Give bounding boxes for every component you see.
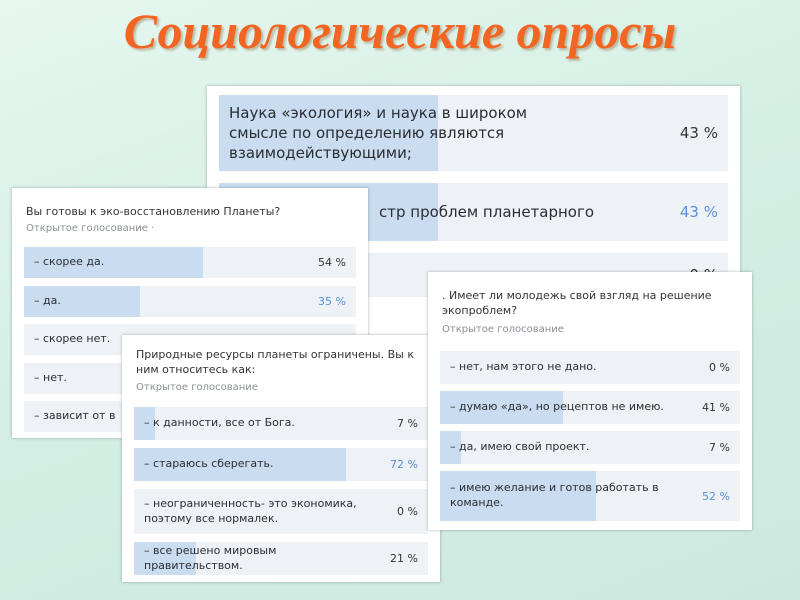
option-text: – да. (34, 293, 61, 307)
option-percent: 43 % (679, 203, 718, 221)
option-text: – неограниченность- это экономика, поэто… (144, 496, 357, 525)
slide-title: Социологические опросы (123, 3, 677, 59)
poll-option: – скорее да. 54 % (24, 247, 356, 278)
option-text: стр проблем планетарного (379, 202, 595, 221)
poll-question: . Имеет ли молодежь свой взгляд на решен… (442, 289, 712, 318)
percent-bar (440, 471, 596, 521)
percent-bar (134, 407, 155, 440)
poll-option: – думаю «да», но рецептов не имею. 41 % (440, 391, 740, 424)
option-percent: 0 % (397, 505, 418, 518)
option-text: – да, имею свой проект. (450, 440, 590, 454)
poll-card: . Имеет ли молодежь свой взгляд на решен… (428, 272, 752, 530)
percent-bar (24, 247, 204, 278)
option-text: – зависит от в (34, 409, 116, 423)
option-text: – стараюсь сберегать. (144, 457, 274, 471)
option-percent: 7 % (709, 441, 730, 454)
percent-bar (134, 448, 346, 481)
option-text: – все решено мировым правительством. (144, 543, 277, 572)
poll-option: – имею желание и готов работать в команд… (440, 471, 740, 521)
poll-option: – нет, нам этого не дано. 0 % (440, 351, 740, 384)
poll-option: – да. 35 % (24, 285, 356, 317)
poll-option: – стараюсь сберегать. 72 % (134, 448, 428, 481)
option-percent: 21 % (390, 552, 418, 565)
percent-bar (440, 391, 563, 424)
poll-question: Вы готовы к эко-восстановлению Планеты? (26, 205, 281, 218)
poll-option: Наука «экология» и наука в широком смысл… (219, 95, 728, 171)
option-text: – нет, нам этого не дано. (450, 360, 597, 374)
option-percent: 0 % (709, 361, 730, 374)
option-text: – имею желание и готов работать в команд… (450, 481, 659, 509)
option-percent: 54 % (318, 256, 346, 269)
percent-bar (24, 285, 141, 317)
option-text: – скорее да. (34, 255, 105, 269)
option-text: Наука «экология» и наука в широком смысл… (229, 103, 528, 163)
poll-option: – неограниченность- это экономика, поэто… (134, 489, 428, 534)
option-percent: 72 % (390, 458, 418, 471)
poll-option: – все решено мировым правительством. 21 % (134, 542, 428, 575)
poll-subtitle: Открытое голосование · (26, 223, 155, 234)
option-percent: 43 % (679, 124, 718, 142)
poll-card: Природные ресурсы планеты ограничены. Вы… (122, 335, 440, 582)
percent-bar (219, 95, 438, 171)
poll-option: – да, имею свой проект. 7 % (440, 431, 740, 464)
option-percent: 35 % (318, 294, 346, 308)
option-percent: 7 % (397, 417, 418, 430)
poll-question: Природные ресурсы планеты ограничены. Вы… (136, 348, 414, 377)
percent-bar (134, 542, 196, 575)
percent-bar (440, 431, 461, 464)
option-percent: 52 % (702, 489, 730, 503)
option-text: – думаю «да», но рецептов не имею. (450, 400, 664, 414)
option-percent: 41 % (702, 401, 730, 414)
poll-subtitle: Открытое голосование (442, 324, 564, 335)
option-text: – скорее нет. (34, 332, 111, 346)
poll-option: – к данности, все от Бога. 7 % (134, 407, 428, 440)
option-text: – к данности, все от Бога. (144, 416, 295, 430)
poll-subtitle: Открытое голосование (136, 382, 258, 393)
option-text: – нет. (34, 370, 67, 384)
poll-card: Наука «экология» и наука в широком смысл… (207, 86, 740, 348)
